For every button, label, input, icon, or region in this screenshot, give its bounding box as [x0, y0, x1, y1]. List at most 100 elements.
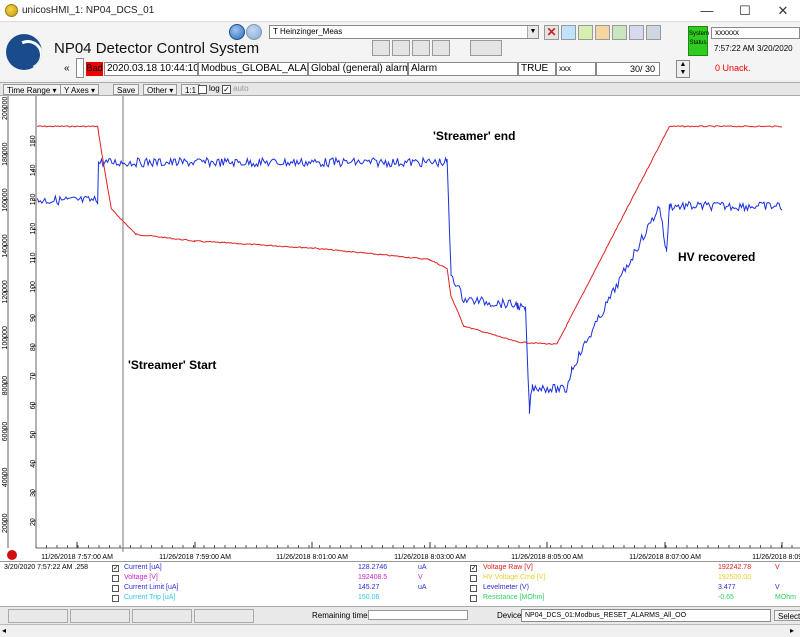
remaining-time-label: Remaining time — [312, 611, 368, 620]
print-icon[interactable] — [629, 25, 644, 40]
y-tick-label: 40000 — [2, 468, 9, 488]
alarm-dot-icon[interactable] — [7, 550, 17, 560]
diagnostic-icon[interactable] — [470, 40, 502, 56]
trend-legend-value: 145.27 — [358, 584, 380, 591]
auto-label: auto — [233, 84, 249, 93]
trend-visible-checkbox[interactable] — [112, 575, 119, 582]
forward-nav-icon[interactable] — [246, 24, 262, 40]
trend-visible-checkbox[interactable] — [112, 585, 119, 592]
y-tick-label: 40 — [30, 460, 37, 468]
x-tick-label: 11/26/2018 8:01:00 AM — [276, 554, 348, 561]
trend-plot[interactable]: 20000 40000 60000 80000 100000 120000 140000 16… — [0, 96, 800, 562]
dune-logo-icon — [6, 34, 42, 70]
trend-legend-value: 150.06 — [358, 594, 380, 601]
chart-icon[interactable] — [612, 25, 627, 40]
trend-legend-label[interactable]: Resistance [MOhm] — [483, 594, 545, 601]
y-tick-label: 20 — [30, 518, 37, 526]
user-panel-combo[interactable]: T Heinzinger_Meas ▼ — [269, 25, 539, 39]
close-panel-icon[interactable]: ✕ — [544, 25, 559, 40]
trend-legend-value: 3.477 — [718, 584, 736, 591]
y-tick-label: 80000 — [2, 376, 9, 396]
y-tick-label: 30 — [30, 489, 37, 497]
x-axis: 11/26/2018 7:57:00 AM 11/26/2018 7:59:00 … — [35, 542, 800, 561]
trend-legend-value: 192408.5 — [358, 574, 388, 581]
trend-legend-label[interactable]: Voltage [V] — [124, 574, 158, 581]
y-tick-label: 120 — [30, 223, 37, 235]
other-label: Other — [147, 86, 168, 95]
device-field[interactable]: NP04_DCS_01:Modbus_RESET_ALARMS_All_OO — [521, 609, 771, 622]
panel-tree-icon[interactable] — [372, 40, 390, 56]
annotation-streamer-start: 'Streamer' Start — [128, 358, 216, 372]
scroll-left-icon[interactable]: ◂ — [2, 626, 7, 635]
camera-icon[interactable] — [646, 25, 661, 40]
home-icon[interactable] — [595, 25, 610, 40]
x-tick-label: 11/26/2018 8:09:00 — [752, 554, 800, 561]
maximize-button[interactable]: ☐ — [739, 3, 751, 18]
close-button[interactable]: ✕ — [777, 3, 789, 18]
y-tick-label: 70 — [30, 372, 37, 380]
annotation-hv-recovered: HV recovered — [678, 250, 755, 264]
previous-alarm-button[interactable]: « — [64, 63, 70, 74]
system-status-indicator[interactable]: System Status — [688, 26, 709, 56]
settings-icon[interactable] — [578, 25, 593, 40]
time-range-dropdown[interactable]: Time Range ▾ — [3, 84, 61, 95]
alarm-type: Alarm — [408, 62, 518, 76]
series-group — [37, 125, 783, 414]
trend-legend-unit: V — [775, 564, 780, 571]
refresh-icon[interactable] — [561, 25, 576, 40]
trend-legend-unit: uA — [418, 584, 427, 591]
other-dropdown[interactable]: Other ▾ — [143, 84, 178, 95]
y-axes-label: Y Axes — [64, 86, 89, 95]
trend-legend-unit: V — [418, 574, 423, 581]
alarm-splitter[interactable] — [76, 58, 84, 78]
auto-checkbox[interactable]: ✓ — [222, 85, 231, 94]
y-tick-label: 60 — [30, 401, 37, 409]
select-button[interactable]: Select — [774, 610, 800, 621]
scroll-right-icon[interactable]: ▸ — [790, 626, 795, 635]
current-line — [37, 156, 783, 414]
trend-visible-checkbox[interactable] — [470, 575, 477, 582]
status-footer: Remaining time Device NP04_DCS_01:Modbus… — [0, 606, 800, 624]
unack-count[interactable]: 0 Unack. — [715, 63, 751, 73]
trend-chart: 20000 40000 60000 80000 100000 120000 140000 16… — [2, 96, 800, 561]
trend-legend: 3/20/2020 7:57:22 AM .258 ✓ Current [uA] 1… — [0, 562, 800, 606]
alarm-list-icon[interactable] — [432, 40, 450, 56]
y-tick-label: 150 — [30, 135, 37, 147]
footer-cell — [70, 609, 130, 623]
save-button[interactable]: Save — [113, 84, 140, 95]
alarm-counter: 30/ 30 — [596, 62, 660, 76]
y-axes-dropdown[interactable]: Y Axes ▾ — [60, 84, 100, 95]
trend-legend-label[interactable]: Current Trip [uA] — [124, 594, 176, 601]
alarm-scroll-stepper[interactable]: ▲ ▼ — [676, 60, 690, 78]
trend-visible-checkbox[interactable] — [470, 585, 477, 592]
trend-legend-label[interactable]: Current Limit [uA] — [124, 584, 179, 591]
y-tick-label: 80 — [30, 343, 37, 351]
trend-legend-label[interactable]: Voltage Raw [V] — [483, 564, 533, 571]
app-name: NP04 Detector Control System — [54, 40, 260, 57]
alarm-status-badge: Bad — [86, 62, 103, 76]
trend-legend-value: 192242.78 — [718, 564, 752, 571]
x-tick-label: 11/26/2018 8:07:00 AM — [629, 554, 701, 561]
time-range-label: Time Range — [7, 86, 51, 95]
device-label: Device — [497, 611, 522, 620]
chevron-down-icon: ▼ — [527, 26, 538, 38]
horizontal-scrollbar[interactable]: ◂ ▸ — [0, 624, 800, 637]
trend-icon[interactable] — [392, 40, 410, 56]
alarm-alias: Modbus_GLOBAL_ALARM — [198, 62, 308, 76]
window-title-bar: unicosHMI_1: NP04_DCS_01 — ☐ ✕ — [0, 0, 800, 22]
trend-visible-checkbox[interactable] — [112, 595, 119, 602]
trend-visible-checkbox[interactable]: ✓ — [470, 565, 477, 572]
log-checkbox[interactable] — [198, 85, 207, 94]
minimize-button[interactable]: — — [700, 3, 714, 18]
footer-cell — [132, 609, 192, 623]
alarm-extra: xxx — [556, 62, 596, 76]
trend-legend-label[interactable]: Levelmeter (V) — [483, 584, 529, 591]
device-list-icon[interactable] — [412, 40, 430, 56]
trend-legend-label[interactable]: Current [uA] — [124, 564, 162, 571]
trend-visible-checkbox[interactable]: ✓ — [112, 565, 119, 572]
trend-visible-checkbox[interactable] — [470, 595, 477, 602]
back-nav-icon[interactable] — [229, 24, 245, 40]
search-field[interactable]: xxxxxx — [711, 27, 800, 39]
y-tick-label: 20000 — [2, 513, 9, 533]
trend-legend-label[interactable]: HV Voltage Cmd [V] — [483, 574, 546, 581]
